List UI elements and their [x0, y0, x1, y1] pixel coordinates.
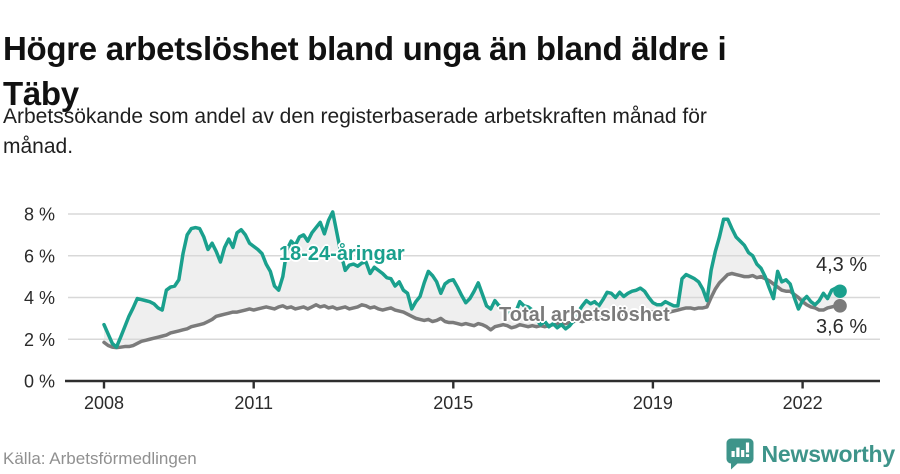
page-title: Högre arbetslöshet bland unga än bland ä… — [3, 26, 883, 116]
mini-bar-chart-glyph — [731, 442, 749, 457]
chart-bubble-icon — [726, 438, 754, 470]
svg-text:2011: 2011 — [234, 393, 273, 413]
y-axis: 0 % 2 % 4 % 6 % 8 % — [24, 205, 880, 392]
svg-text:8 %: 8 % — [24, 205, 55, 225]
svg-text:2 %: 2 % — [24, 330, 55, 350]
series-label-total: Total arbetslöshet — [499, 304, 670, 326]
svg-text:2015: 2015 — [433, 393, 473, 413]
svg-text:0 %: 0 % — [24, 372, 55, 392]
svg-text:6 %: 6 % — [24, 246, 55, 266]
source-text: Källa: Arbetsförmedlingen — [3, 449, 197, 468]
svg-text:2008: 2008 — [84, 393, 124, 413]
svg-text:2022: 2022 — [783, 393, 823, 413]
series-line-total — [102, 271, 842, 350]
newsworthy-logo-text: Newsworthy — [761, 440, 896, 467]
svg-text:2019: 2019 — [633, 393, 673, 413]
end-value-label-total: 3,6 % — [816, 316, 868, 338]
subtitle-line-2: månad. — [3, 135, 74, 158]
series-line-youth — [102, 210, 842, 349]
title-line-1: Högre arbetslöshet bland unga än bland ä… — [3, 30, 727, 68]
x-axis: 2008 2011 2015 2019 2022 — [65, 379, 880, 413]
series-label-youth: 18-24-åringar — [279, 243, 405, 265]
series-end-dot-total — [833, 299, 847, 313]
title-line-2: Täby — [3, 75, 79, 113]
svg-text:4 %: 4 % — [24, 288, 55, 308]
series-end-dot-youth — [833, 284, 847, 299]
chart-subtitle: Arbetssökande som andel av den registerb… — [3, 102, 863, 162]
footer: Källa: Arbetsförmedlingen Newsworthy — [0, 434, 900, 474]
subtitle-line-1: Arbetssökande som andel av den registerb… — [3, 105, 707, 128]
end-value-label-youth: 4,3 % — [816, 254, 868, 276]
newsworthy-logo: Newsworthy — [726, 438, 895, 470]
fill-between-series — [104, 211, 841, 348]
